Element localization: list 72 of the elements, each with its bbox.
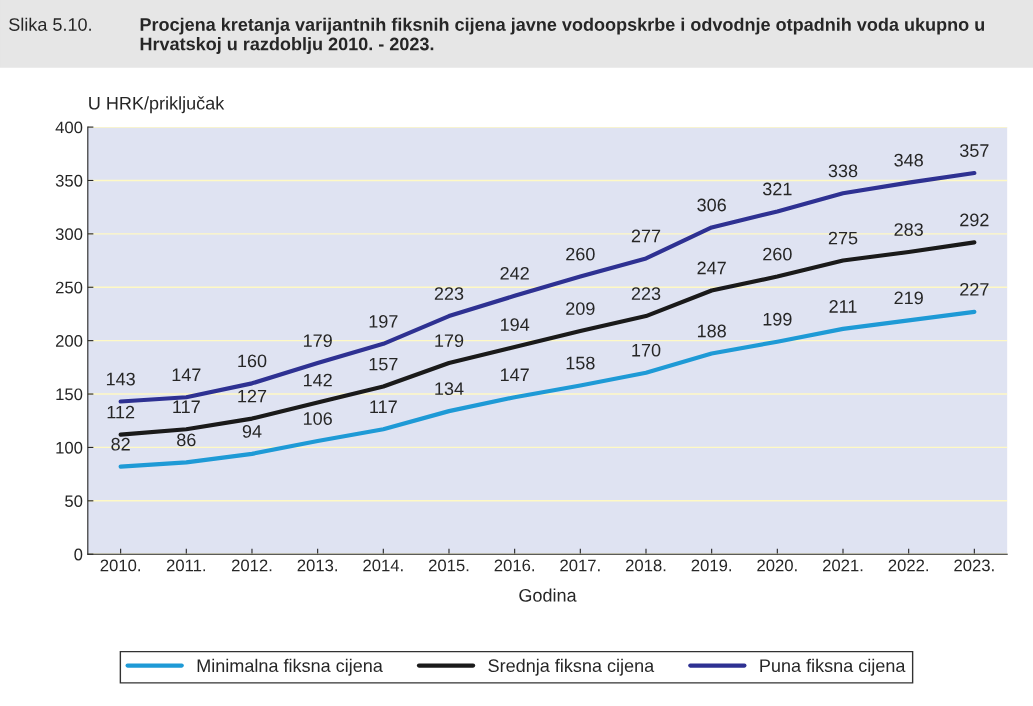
x-tick-label: 2015. <box>428 559 469 572</box>
data-label: 127 <box>238 389 267 403</box>
data-label: 179 <box>435 334 464 347</box>
data-label: 197 <box>369 314 398 328</box>
data-label: 227 <box>960 282 989 296</box>
text: Slika 5.10. <box>9 17 91 31</box>
x-tick-label: 2010. <box>100 559 140 572</box>
data-label: 117 <box>370 400 397 414</box>
data-label: 188 <box>697 324 726 338</box>
legend-label: Srednja fiksna cijena <box>488 658 655 676</box>
data-label: 94 <box>242 424 262 438</box>
data-label: 147 <box>500 368 529 381</box>
y-tick-label: 0 <box>74 548 83 561</box>
x-axis-title: Godina <box>519 588 577 602</box>
data-label: 160 <box>238 354 267 368</box>
data-label: 283 <box>894 223 923 236</box>
data-label: 321 <box>762 182 792 196</box>
x-tick-label: 2011. <box>166 559 206 572</box>
y-axis-title: U HRK/priključak <box>89 96 225 114</box>
data-label: 142 <box>303 373 332 387</box>
data-label: 143 <box>106 372 135 386</box>
y-tick-label: 50 <box>65 495 83 508</box>
data-label: 247 <box>697 261 726 275</box>
data-label: 117 <box>173 400 200 414</box>
data-label: 112 <box>107 405 135 419</box>
legend-label: Puna fiksna cijena <box>760 658 906 676</box>
y-tick-label: 150 <box>56 388 83 401</box>
data-label: 260 <box>566 247 595 261</box>
data-label: 242 <box>500 266 529 280</box>
x-tick-label: 2019. <box>691 559 731 572</box>
x-tick-label: 2021. <box>822 559 863 572</box>
x-tick-label: 2018. <box>625 559 666 572</box>
data-label: 134 <box>435 382 464 396</box>
data-label: 277 <box>631 229 661 243</box>
data-label: 292 <box>960 213 989 227</box>
x-tick-label: 2017. <box>560 559 600 572</box>
data-label: 223 <box>631 287 661 301</box>
data-label: 219 <box>894 291 923 305</box>
x-tick-label: 2012. <box>231 559 272 572</box>
y-tick-label: 300 <box>55 228 83 241</box>
y-tick-label: 200 <box>55 335 83 347</box>
data-label: 306 <box>697 198 726 212</box>
x-tick-label: 2022. <box>888 559 929 572</box>
data-label: 357 <box>959 144 989 157</box>
x-tick-label: 2016. <box>494 559 534 572</box>
y-tick-label: 250 <box>55 281 83 294</box>
data-label: 158 <box>566 356 595 370</box>
data-label: 86 <box>177 433 196 447</box>
y-tick-label: 350 <box>55 174 83 187</box>
data-label: 275 <box>828 231 858 245</box>
data-label: 194 <box>500 318 530 331</box>
x-tick-label: 2014. <box>363 559 403 572</box>
data-label: 147 <box>172 368 201 381</box>
data-label: 157 <box>369 357 398 371</box>
data-label: 179 <box>303 334 332 347</box>
data-label: 170 <box>632 343 661 357</box>
chart-title: Procjena kretanja varijantnih fiksnih cijena javne vodoopskrbe i odvodnje otpadnih voda ukupno u Hrvatskoj u razdoblju 2010. - 2023. <box>140 17 985 54</box>
x-tick-label: 2023. <box>954 559 994 572</box>
data-label: 106 <box>303 412 332 425</box>
y-tick-label: 100 <box>56 441 83 454</box>
x-tick-label: 2013. <box>297 559 337 572</box>
data-label: 199 <box>763 312 792 326</box>
x-tick-label: 2020. <box>757 559 797 572</box>
y-tick-label: 400 <box>55 121 83 134</box>
data-label: 223 <box>434 287 464 301</box>
data-label: 260 <box>763 247 792 261</box>
data-label: 338 <box>828 164 858 178</box>
data-label: 211 <box>829 300 857 313</box>
legend-label: Minimalna fiksna cijena <box>197 658 383 676</box>
data-label: 209 <box>566 302 595 315</box>
data-label: 82 <box>111 437 130 451</box>
data-label: 348 <box>894 153 923 167</box>
